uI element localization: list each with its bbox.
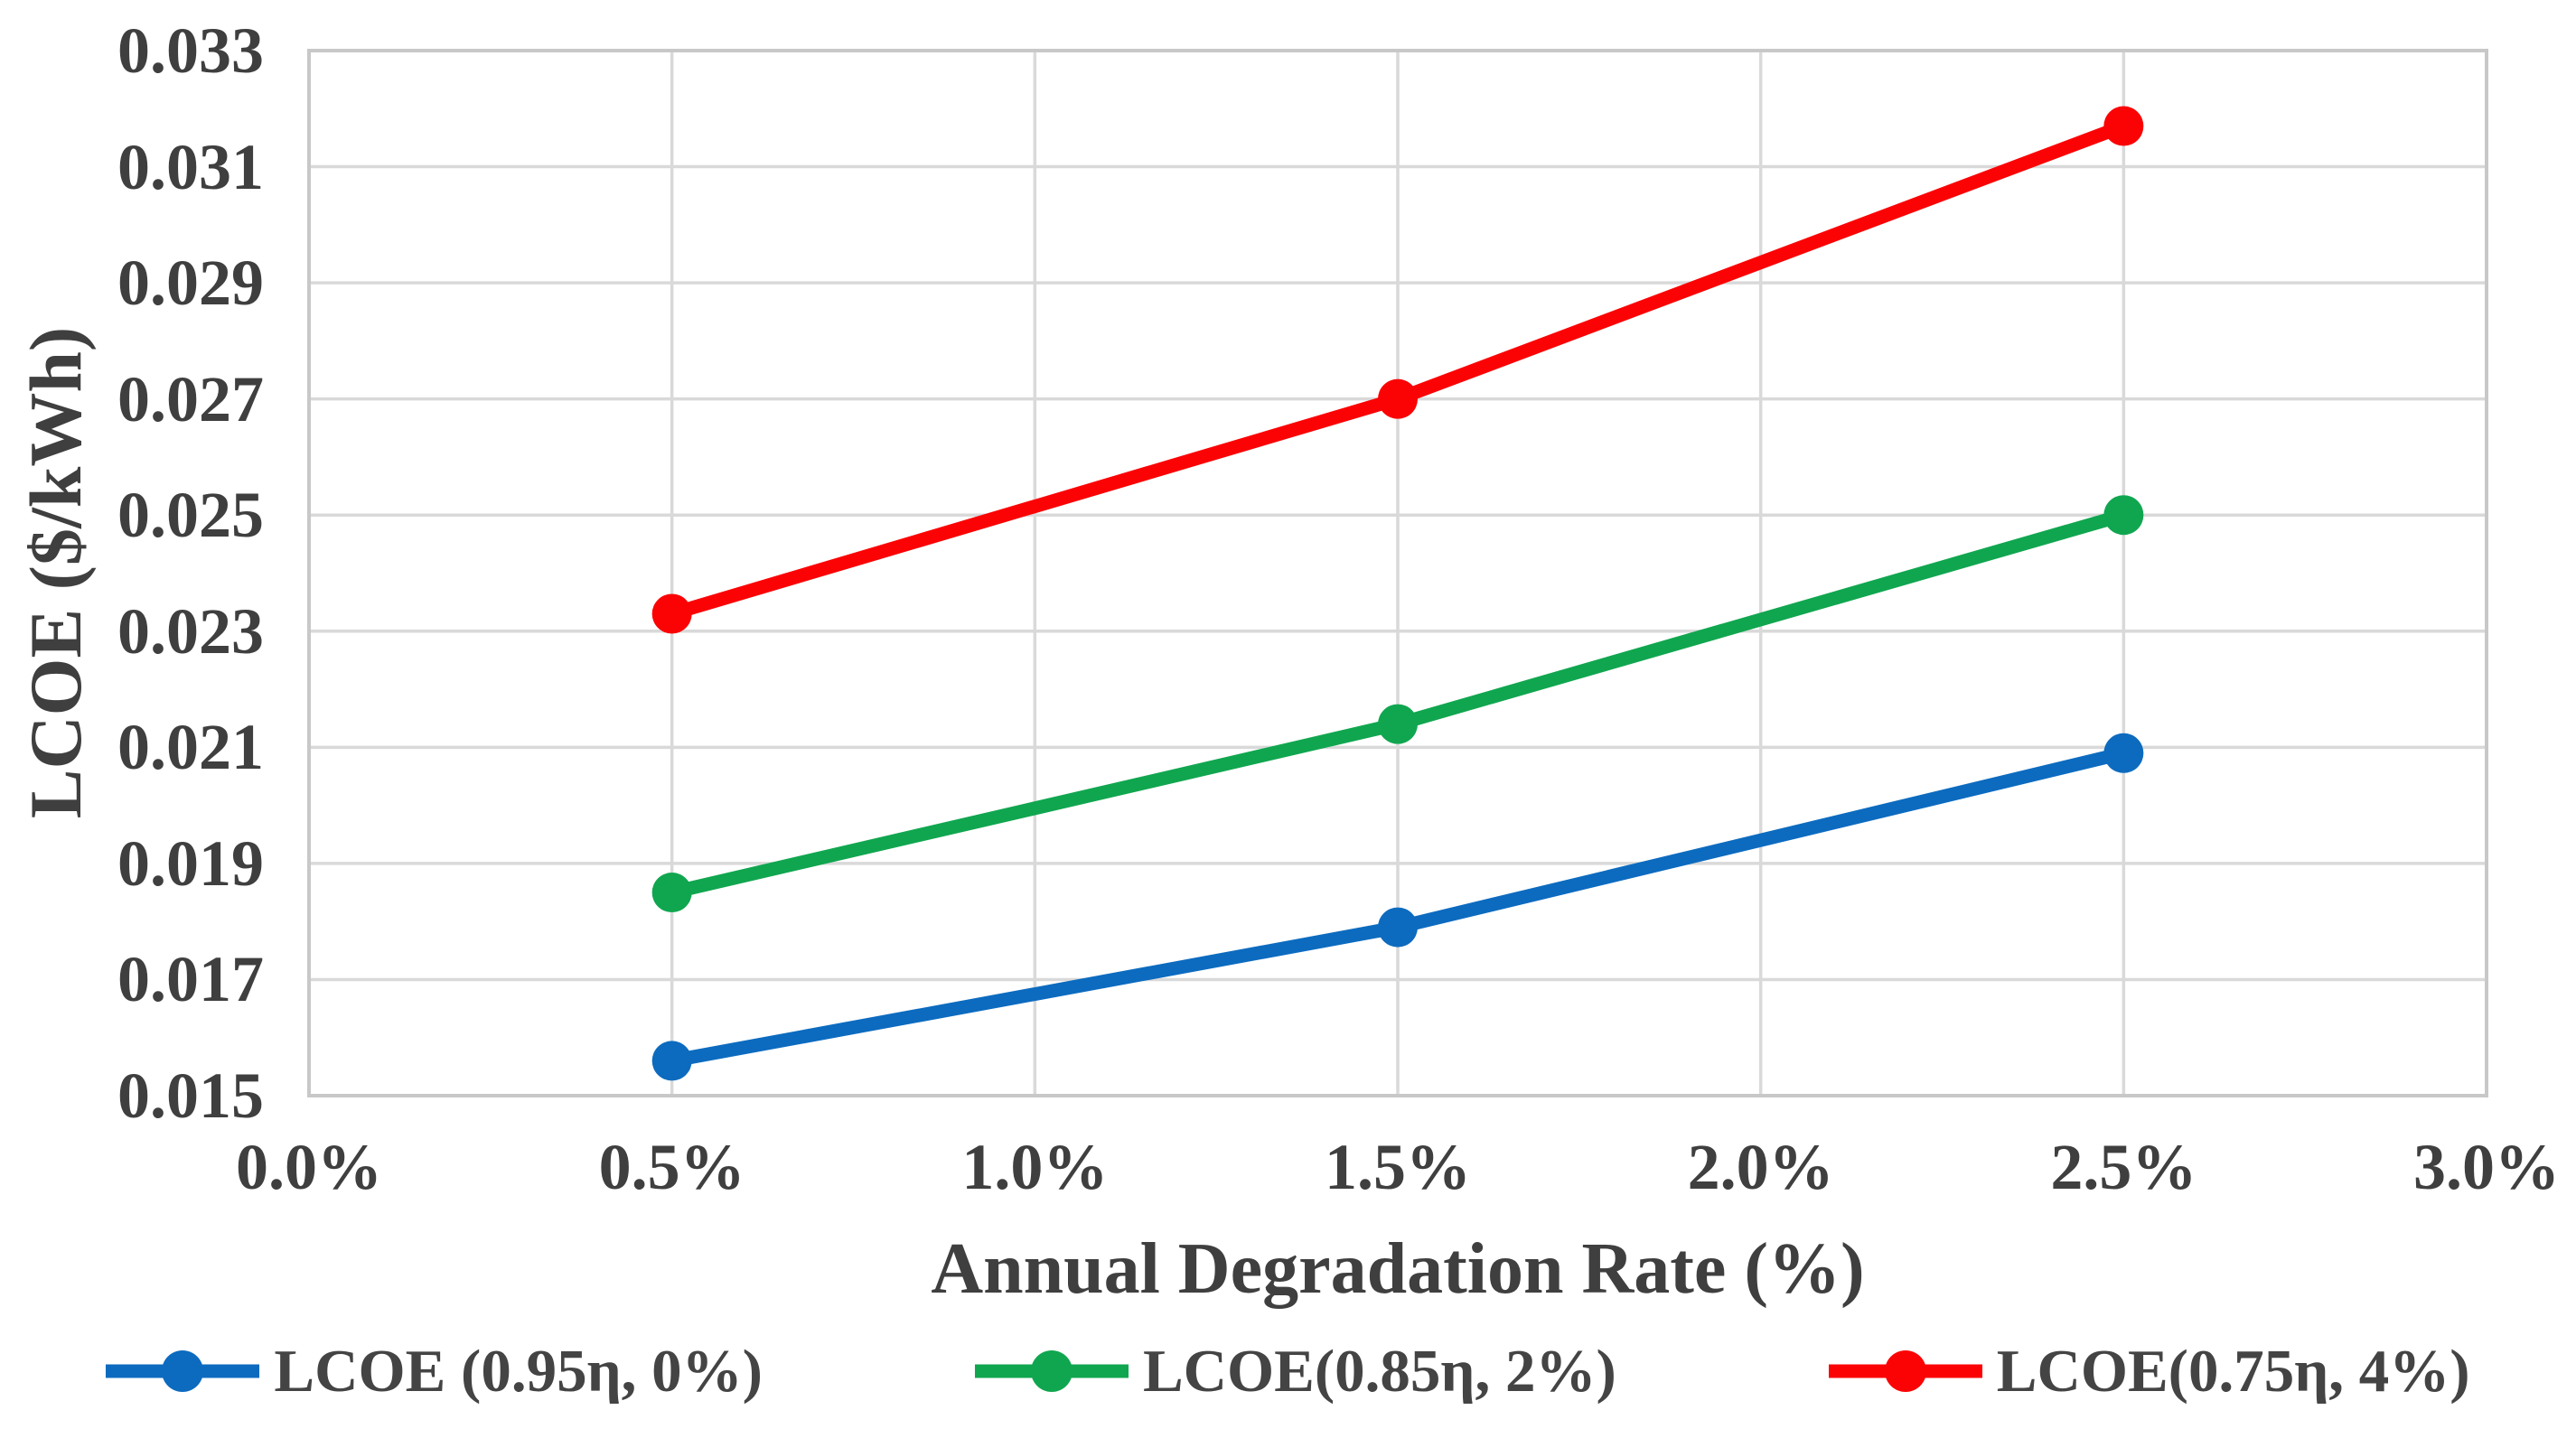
y-tick-label: 0.017 [117,943,264,1016]
legend-marker-icon [106,1350,260,1392]
legend-item-0: LCOE (0.95η, 0%) [106,1337,763,1406]
x-tick-label: 2.5% [2050,1131,2197,1203]
data-point [1378,704,1418,744]
legend-label: LCOE(0.85η, 2%) [1142,1337,1616,1405]
series-0 [651,733,2144,1081]
y-tick-label: 0.025 [117,479,264,552]
legend: LCOE (0.95η, 0%) LCOE(0.85η, 2%) LCOE(0.75… [0,1317,2576,1425]
data-point [1378,907,1418,948]
x-tick-label: 1.5% [1325,1131,1471,1203]
legend-marker-icon [1828,1350,1982,1392]
y-tick-label: 0.019 [117,826,264,900]
x-tick-label: 0.0% [236,1131,382,1203]
legend-item-1: LCOE(0.85η, 2%) [974,1337,1616,1406]
y-tick-label: 0.031 [117,130,264,203]
x-tick-label: 0.5% [598,1131,745,1203]
data-point [651,873,692,913]
data-point [651,1041,692,1081]
legend-label: LCOE (0.95η, 0%) [274,1337,763,1405]
y-tick-label: 0.029 [117,247,264,320]
y-tick-label: 0.015 [117,1060,264,1132]
x-tick-label: 1.0% [961,1131,1109,1203]
plot-border [307,49,2488,1097]
y-tick-label: 0.033 [117,14,264,87]
data-point [2103,495,2144,536]
x-tick-label: 3.0% [2413,1131,2560,1203]
series-2 [651,106,2144,634]
data-point [2103,733,2144,773]
data-point [2103,106,2144,146]
data-point [1378,378,1418,419]
x-axis-title: Annual Degradation Rate (%) [931,1229,1865,1309]
x-tick-label: 2.0% [1687,1131,1834,1203]
y-tick-label: 0.027 [117,362,264,435]
legend-label: LCOE(0.75η, 4%) [1996,1337,2470,1405]
legend-marker-icon [974,1350,1129,1392]
data-point [651,593,692,634]
y-tick-label: 0.023 [117,594,264,668]
legend-item-2: LCOE(0.75η, 4%) [1828,1337,2470,1406]
y-tick-label: 0.021 [117,711,264,784]
series-1 [651,495,2144,913]
